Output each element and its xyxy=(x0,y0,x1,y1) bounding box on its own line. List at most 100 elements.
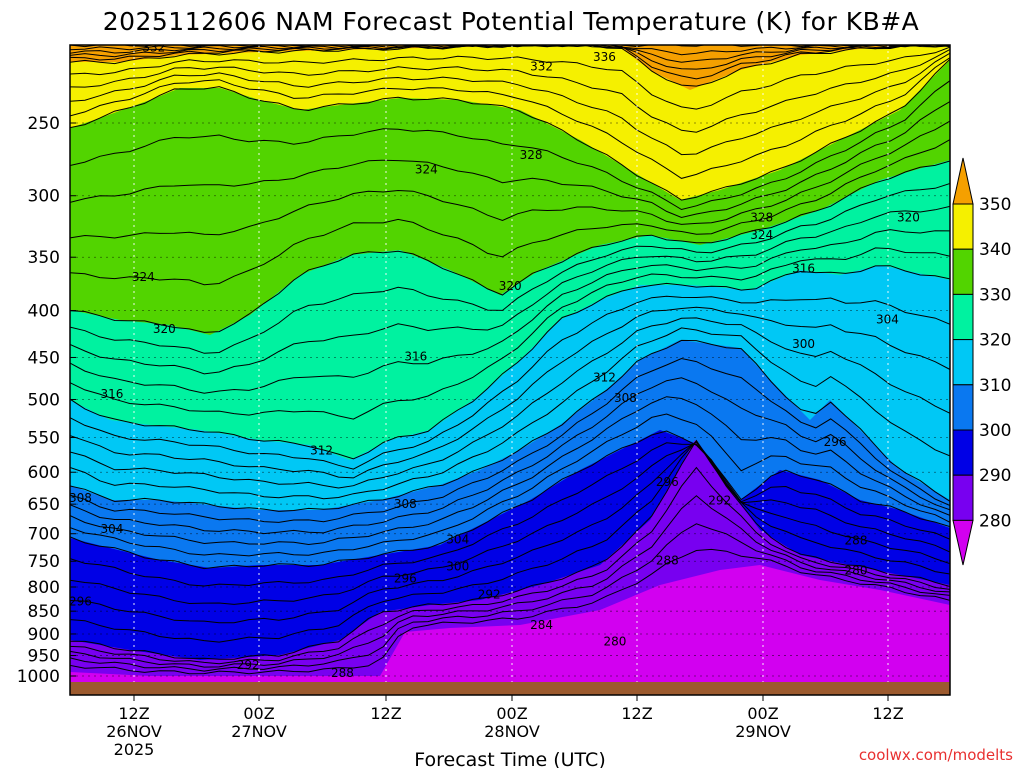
y-tick-label: 350 xyxy=(28,248,60,268)
contour-line xyxy=(70,183,950,354)
x-tick-year: 2025 xyxy=(114,740,155,759)
contour-label: 308 xyxy=(614,391,637,405)
contour-line xyxy=(70,523,950,672)
contour-label: 288 xyxy=(845,534,868,548)
colorbar-tick-label: 300 xyxy=(979,421,1011,441)
contour-line xyxy=(70,46,950,110)
contour-line xyxy=(70,548,950,675)
contour-line xyxy=(70,45,950,48)
contour-label: 316 xyxy=(100,387,123,401)
contour-label: 296 xyxy=(69,595,92,609)
contour-line xyxy=(70,442,950,587)
contour-label: 324 xyxy=(132,270,155,284)
contour-label: 312 xyxy=(310,443,333,457)
contour-line xyxy=(70,466,950,665)
x-tick-date: 27NOV xyxy=(231,722,287,741)
contour-line xyxy=(70,357,950,523)
contour-line xyxy=(70,440,950,624)
contour-label: 304 xyxy=(100,522,123,536)
contour-line xyxy=(70,139,950,286)
contour-label: 304 xyxy=(446,532,469,546)
contour-label: 308 xyxy=(69,491,92,505)
x-tick-hour: 00Z xyxy=(496,704,527,723)
y-tick-label: 650 xyxy=(28,495,60,515)
y-tick-label: 700 xyxy=(28,525,60,545)
contour-line xyxy=(70,205,950,375)
y-tick-label: 450 xyxy=(28,348,60,368)
contour-label: 316 xyxy=(404,350,427,364)
x-tick-hour: 12Z xyxy=(621,704,652,723)
contour-line xyxy=(70,439,950,660)
contour-label: 320 xyxy=(153,322,176,336)
contour-label: 280 xyxy=(845,564,868,578)
colorbar-arrow-bottom xyxy=(952,519,974,566)
colorbar-tick-label: 330 xyxy=(979,285,1011,305)
contour-line xyxy=(70,265,950,460)
contour-line xyxy=(70,339,950,512)
colorbar-segment xyxy=(952,429,974,476)
colorbar-tick-label: 280 xyxy=(979,511,1011,531)
contour-label: 324 xyxy=(415,163,438,177)
contour-line xyxy=(70,327,950,500)
contour-line xyxy=(70,306,950,479)
contour-label: 316 xyxy=(792,261,815,275)
contour-label: 332 xyxy=(142,41,165,55)
colorbar-segment xyxy=(952,248,974,295)
chart-title: 2025112606 NAM Forecast Potential Temper… xyxy=(103,7,920,36)
contour-line xyxy=(70,295,950,470)
colorbar-legend: 350 340 330 320 310 300 290 280 xyxy=(952,157,1011,566)
colorbar-tick-label: 340 xyxy=(979,240,1011,260)
contour-label: 292 xyxy=(237,658,260,672)
contour-line xyxy=(70,48,950,133)
contour-line xyxy=(70,120,950,239)
contour-line xyxy=(70,441,950,605)
x-tick-date: 26NOV xyxy=(106,722,162,741)
ground-surface xyxy=(70,682,950,695)
contour-line xyxy=(70,52,950,156)
contour-line xyxy=(70,440,950,643)
contour-line xyxy=(70,430,950,570)
contour-line xyxy=(70,413,950,557)
y-tick-label: 600 xyxy=(28,463,60,483)
contour-line xyxy=(70,396,950,546)
colorbar-segment xyxy=(952,339,974,386)
contour-line xyxy=(70,101,950,219)
credit-text: coolwx.com/modelts xyxy=(859,746,1013,764)
plot-frame xyxy=(69,44,951,696)
contour-line xyxy=(70,58,950,201)
y-tick-label: 500 xyxy=(28,391,60,411)
y-tick-label: 800 xyxy=(28,578,60,598)
y-tick-label: 850 xyxy=(28,602,60,622)
y-tick-label: 300 xyxy=(28,187,60,207)
contour-label: 296 xyxy=(656,475,679,489)
contour-fill-bands xyxy=(70,45,950,695)
colorbar-arrow-top xyxy=(952,157,974,205)
contour-label: 288 xyxy=(331,666,354,680)
contour-label: 296 xyxy=(394,571,417,585)
x-tick-hour: 12Z xyxy=(872,704,903,723)
y-tick-label: 750 xyxy=(28,552,60,572)
y-tick-label: 550 xyxy=(28,429,60,449)
contour-lines xyxy=(70,45,950,675)
y-tick-label: 1000 xyxy=(17,667,60,687)
grid-lines xyxy=(70,45,950,695)
colorbar-tick-label: 350 xyxy=(979,195,1011,215)
y-axis: 250 300 350 400 450 500 550 600 650 700 750 800 850 9… xyxy=(17,114,76,687)
contour-label: 280 xyxy=(604,634,627,648)
x-tick-hour: 12Z xyxy=(118,704,149,723)
contour-label: 292 xyxy=(708,493,731,507)
contour-label: 308 xyxy=(394,497,417,511)
colorbar-segment xyxy=(952,474,974,521)
contour-line xyxy=(70,57,950,179)
contour-line xyxy=(70,45,950,87)
y-tick-label: 400 xyxy=(28,301,60,321)
contour-label: 288 xyxy=(656,554,679,568)
colorbar-segment xyxy=(952,293,974,341)
contour-line xyxy=(70,317,950,489)
x-axis-label: Forecast Time (UTC) xyxy=(414,749,605,768)
contour-line xyxy=(70,247,950,420)
band-8 xyxy=(70,565,950,695)
contour-label: 292 xyxy=(478,587,501,601)
